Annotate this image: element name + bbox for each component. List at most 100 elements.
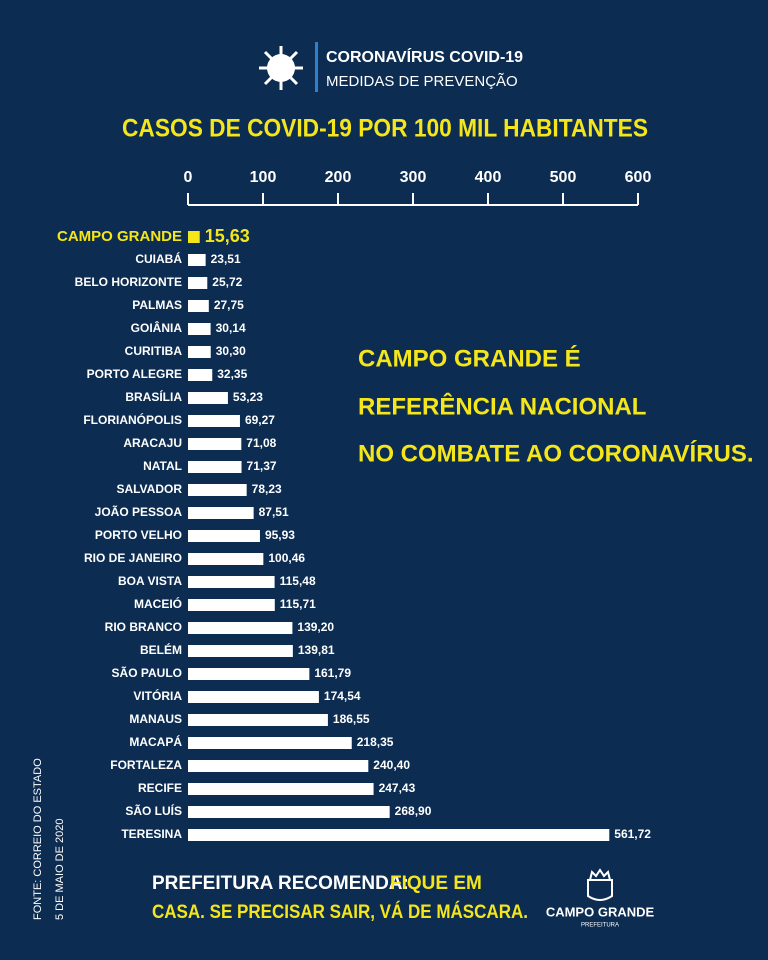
- category-label: BELÉM: [140, 642, 182, 657]
- category-label: SÃO LUÍS: [125, 803, 182, 818]
- category-label: RIO DE JANEIRO: [84, 551, 182, 565]
- value-label: 186,55: [333, 712, 370, 726]
- value-label: 115,48: [280, 574, 316, 588]
- bar: [188, 668, 310, 680]
- value-label: 71,37: [247, 459, 277, 473]
- value-label: 218,35: [357, 735, 394, 749]
- category-label: SÃO PAULO: [112, 665, 182, 680]
- annotation: REFERÊNCIA NACIONAL: [358, 392, 646, 420]
- bar: [188, 806, 390, 818]
- bar: [188, 346, 211, 358]
- category-label: CUIABÁ: [135, 251, 182, 266]
- x-tick-label: 200: [325, 169, 352, 186]
- annotation: CAMPO GRANDE É: [358, 344, 581, 372]
- category-label: FORTALEZA: [110, 758, 182, 772]
- category-label: MACAPÁ: [129, 734, 182, 749]
- logo-emblem: [587, 868, 613, 901]
- bar: [188, 461, 242, 473]
- bar: [188, 829, 610, 841]
- value-label: 53,23: [233, 390, 263, 404]
- virus-icon: [259, 46, 303, 90]
- value-label: 25,72: [212, 275, 242, 289]
- bar: [188, 760, 369, 772]
- value-label: 161,79: [314, 666, 351, 680]
- bar: [188, 691, 319, 703]
- footer-label: PREFEITURA RECOMENDA:: [152, 873, 409, 894]
- bar: [188, 576, 275, 588]
- bar: [188, 254, 206, 266]
- value-label: 240,40: [373, 758, 410, 772]
- bar: [188, 783, 374, 795]
- category-label: PORTO VELHO: [95, 528, 182, 542]
- header-subtitle: MEDIDAS DE PREVENÇÃO: [326, 73, 518, 90]
- category-label: CURITIBA: [125, 344, 183, 358]
- category-label: FLORIANÓPOLIS: [83, 412, 182, 427]
- value-label: 23,51: [211, 252, 241, 266]
- category-label: CAMPO GRANDE: [57, 228, 182, 245]
- value-label: 247,43: [379, 781, 416, 795]
- logo-subtitle: PREFEITURA: [581, 923, 619, 929]
- x-tick-label: 300: [400, 169, 427, 186]
- category-label: SALVADOR: [116, 482, 182, 496]
- bar: [188, 231, 200, 243]
- logo-name: CAMPO GRANDE: [546, 904, 655, 919]
- category-label: RECIFE: [138, 781, 182, 795]
- header-title: CORONAVÍRUS COVID-19: [326, 47, 523, 66]
- value-label: 100,46: [268, 551, 305, 565]
- header-divider: [315, 42, 318, 92]
- bar: [188, 369, 213, 381]
- value-label: 139,20: [297, 620, 334, 634]
- bar: [188, 323, 211, 335]
- value-label: 115,71: [280, 597, 316, 611]
- category-label: NATAL: [143, 459, 182, 473]
- bar: [188, 438, 242, 450]
- x-tick-label: 0: [184, 169, 193, 186]
- value-label: 174,54: [324, 689, 361, 703]
- value-label: 27,75: [214, 298, 244, 312]
- bar: [188, 553, 264, 565]
- x-tick-label: 500: [550, 169, 577, 186]
- category-label: PALMAS: [132, 298, 182, 312]
- bar: [188, 507, 254, 519]
- x-tick-label: 600: [625, 169, 652, 186]
- category-label: PORTO ALEGRE: [87, 367, 182, 381]
- category-label: GOIÂNIA: [131, 320, 183, 335]
- value-label: 30,30: [216, 344, 246, 358]
- value-label: 268,90: [395, 804, 432, 818]
- bar: [188, 737, 352, 749]
- footer-message: FIQUE EM: [390, 873, 482, 894]
- bar: [188, 484, 247, 496]
- bar: [188, 415, 240, 427]
- bar: [188, 277, 208, 289]
- category-label: ARACAJU: [123, 436, 182, 450]
- value-label: 87,51: [259, 505, 289, 519]
- bar: [188, 622, 293, 634]
- bar: [188, 392, 228, 404]
- bar: [188, 530, 260, 542]
- annotation: NO COMBATE AO CORONAVÍRUS.: [358, 439, 754, 467]
- bar: [188, 599, 275, 611]
- chart-title: CASOS DE COVID-19 POR 100 MIL HABITANTES: [122, 115, 648, 143]
- category-label: BRASÍLIA: [125, 389, 182, 404]
- value-label: 32,35: [217, 367, 247, 381]
- value-label: 30,14: [216, 321, 246, 335]
- value-label: 69,27: [245, 413, 275, 427]
- value-label: 95,93: [265, 528, 295, 542]
- category-label: JOÃO PESSOA: [95, 504, 183, 519]
- bar: [188, 714, 328, 726]
- category-label: MANAUS: [129, 712, 182, 726]
- bar: [188, 645, 293, 657]
- category-label: VITÓRIA: [133, 688, 182, 703]
- value-label: 139,81: [298, 643, 335, 657]
- value-label: 78,23: [252, 482, 282, 496]
- category-label: TERESINA: [121, 827, 182, 841]
- source-date: 5 DE MAIO DE 2020: [54, 819, 66, 921]
- category-label: RIO BRANCO: [105, 620, 182, 634]
- category-label: BOA VISTA: [118, 574, 182, 588]
- category-label: MACEIÓ: [134, 596, 182, 611]
- x-tick-label: 100: [250, 169, 277, 186]
- footer-message: CASA. SE PRECISAR SAIR, VÁ DE MÁSCARA.: [152, 901, 528, 923]
- value-label: 561,72: [614, 827, 651, 841]
